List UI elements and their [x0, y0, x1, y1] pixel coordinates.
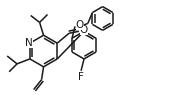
Text: O: O	[76, 20, 84, 30]
Text: F: F	[78, 72, 84, 82]
Text: O: O	[80, 25, 88, 35]
Text: N: N	[25, 38, 33, 48]
